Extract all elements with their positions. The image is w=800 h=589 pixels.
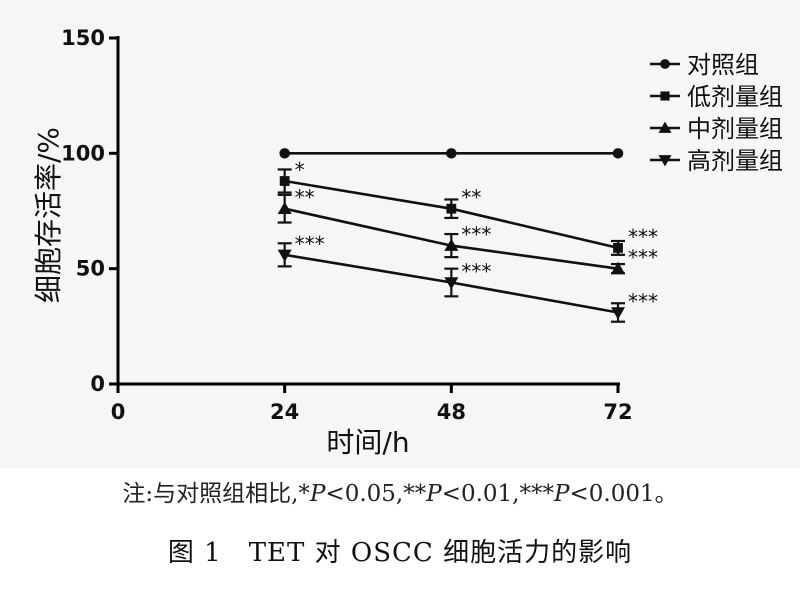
data-point xyxy=(613,243,623,253)
note-p-symbol: P xyxy=(309,481,326,507)
data-point xyxy=(277,249,292,262)
data-point xyxy=(277,201,292,214)
legend-label: 中剂量组 xyxy=(687,115,783,143)
data-point xyxy=(279,176,290,186)
legend-label: 低剂量组 xyxy=(687,83,783,111)
note-threshold: <0.01,*** xyxy=(441,481,554,507)
legend-marker xyxy=(658,121,672,133)
legend-marker xyxy=(658,155,672,167)
significance-label: *** xyxy=(461,260,491,284)
note-p-symbol: P xyxy=(426,481,442,507)
significance-label: ** xyxy=(461,186,481,210)
data-point xyxy=(444,277,459,290)
data-point xyxy=(611,307,625,320)
legend-label: 高剂量组 xyxy=(687,147,783,175)
figure-panel: 0 50 100 150 0 24 48 72 时间/h 细胞存活率/% * ** *** ** *** **… xyxy=(32,26,783,459)
note-p-symbol: P xyxy=(554,481,570,507)
x-tick-label: 0 xyxy=(111,400,126,424)
y-tick-label: 0 xyxy=(90,372,105,396)
figure-caption: 图 1 TET 对 OSCC 细胞活力的影响 xyxy=(167,538,633,568)
significance-label: *** xyxy=(628,225,658,249)
y-tick-label: 150 xyxy=(61,26,105,50)
significance-label: *** xyxy=(628,246,658,270)
significance-label: * xyxy=(295,158,305,182)
data-point xyxy=(444,238,459,251)
x-axis-title: 时间/h xyxy=(326,426,409,459)
significance-label: *** xyxy=(461,223,491,247)
data-point xyxy=(446,203,457,214)
data-point xyxy=(611,261,625,274)
y-tick-label: 100 xyxy=(61,141,105,165)
legend-marker xyxy=(660,91,670,101)
legend-label: 对照组 xyxy=(687,51,759,79)
significance-label: ** xyxy=(295,186,315,210)
y-tick-label: 50 xyxy=(76,257,105,281)
x-tick-label: 48 xyxy=(437,400,466,424)
legend-marker xyxy=(660,59,670,69)
data-point xyxy=(612,148,624,159)
data-point xyxy=(446,148,457,159)
figure-note: 注:与对照组相比,*P<0.05,**P<0.01,***P<0.001。 xyxy=(0,474,800,508)
note-threshold: <0.001。 xyxy=(569,481,678,507)
significance-label: *** xyxy=(295,232,325,256)
significance-label: *** xyxy=(628,289,658,313)
note-prefix: 注:与对照组相比,* xyxy=(122,481,310,507)
x-tick-label: 24 xyxy=(270,400,299,424)
data-point xyxy=(279,148,290,159)
y-axis-title: 细胞存活率/% xyxy=(32,127,65,303)
x-tick-label: 72 xyxy=(603,400,632,424)
note-threshold: <0.05,** xyxy=(325,481,427,507)
